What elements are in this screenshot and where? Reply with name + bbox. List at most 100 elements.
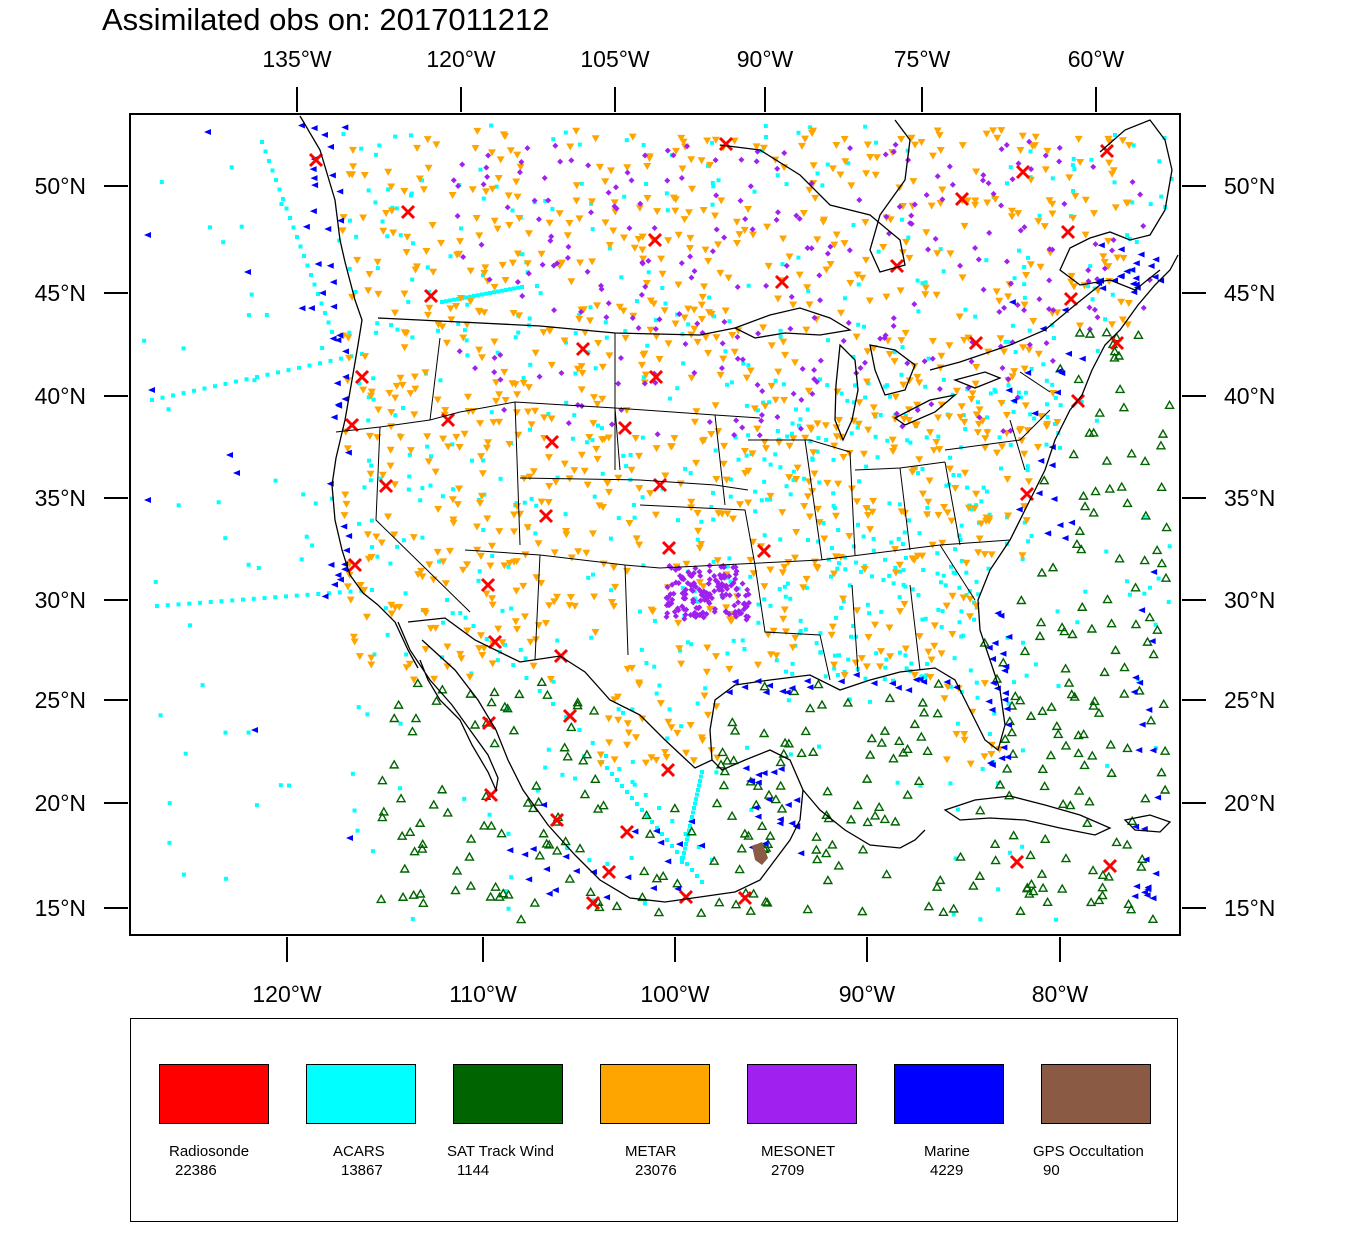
metar-point	[943, 509, 952, 517]
acars-point	[327, 591, 331, 596]
marine-point	[1133, 883, 1141, 890]
metar-point	[429, 268, 438, 276]
acars-point	[353, 289, 358, 294]
metar-point	[498, 639, 507, 647]
sat-wind-point	[534, 850, 546, 860]
metar-point	[1018, 552, 1027, 560]
sat-wind-point	[496, 828, 507, 838]
acars-point	[198, 600, 202, 605]
acars-point	[855, 522, 860, 527]
mesonet-point	[1137, 191, 1144, 198]
acars-point	[851, 223, 856, 228]
acars-point	[407, 474, 412, 479]
metar-point	[736, 501, 745, 509]
acars-point	[953, 547, 958, 552]
acars-point	[790, 671, 795, 676]
marine-point	[761, 840, 769, 847]
acars-point	[670, 844, 674, 848]
sat-wind-point	[1126, 448, 1137, 458]
radiosonde-point	[480, 577, 496, 593]
metar-point	[523, 524, 532, 532]
legend-swatch	[306, 1064, 416, 1124]
acars-point	[604, 335, 609, 340]
metar-point	[869, 497, 878, 505]
metar-point	[789, 301, 798, 309]
mesonet-point	[1000, 428, 1007, 435]
metar-point	[882, 293, 891, 301]
metar-point	[872, 154, 881, 162]
sat-wind-point	[1046, 701, 1057, 711]
marine-point	[788, 685, 796, 692]
mesonet-point	[980, 172, 987, 179]
metar-point	[714, 241, 723, 249]
mesonet-point	[664, 610, 671, 617]
metar-point	[501, 396, 510, 404]
metar-point	[593, 455, 602, 463]
metar-point	[1041, 166, 1050, 174]
metar-point	[885, 624, 894, 632]
marine-point	[631, 828, 639, 835]
metar-point	[456, 650, 465, 658]
acars-point	[698, 779, 702, 783]
metar-point	[1105, 138, 1114, 146]
radiosonde-point	[756, 543, 772, 559]
radiosonde-point	[678, 889, 694, 905]
sat-wind-point	[515, 914, 527, 924]
metar-point	[890, 444, 899, 452]
acars-point	[1025, 468, 1030, 473]
mesonet-point	[671, 608, 678, 615]
acars-point	[452, 297, 456, 302]
mesonet-point	[753, 158, 760, 165]
acars-point	[731, 638, 736, 643]
acars-point	[818, 631, 823, 636]
sat-wind-point	[531, 780, 542, 790]
metar-point	[492, 379, 501, 387]
sat-wind-point	[1059, 626, 1070, 636]
acars-point	[975, 695, 980, 700]
metar-point	[540, 414, 549, 422]
metar-point	[455, 443, 464, 451]
acars-point	[326, 320, 331, 325]
sat-wind-point	[1035, 617, 1047, 627]
marine-point	[336, 332, 344, 339]
sat-wind-point	[1060, 740, 1072, 750]
metar-point	[975, 406, 984, 414]
mesonet-point	[672, 613, 679, 620]
legend-name: SAT Track Wind	[447, 1143, 554, 1160]
acars-point	[444, 299, 448, 304]
metar-point	[454, 485, 463, 493]
legend-swatch	[159, 1064, 269, 1124]
acars-point	[796, 130, 801, 135]
marine-point	[298, 305, 306, 312]
sat-wind-point	[641, 809, 652, 820]
sat-wind-point	[669, 803, 681, 813]
acars-point	[1075, 620, 1080, 625]
observation-points	[142, 122, 1175, 924]
metar-point	[960, 736, 969, 744]
metar-point	[725, 665, 734, 673]
sat-wind-point	[726, 810, 738, 820]
metar-point	[520, 475, 529, 483]
mesonet-point	[696, 568, 703, 575]
marine-point	[991, 640, 999, 647]
acars-point	[230, 598, 235, 603]
metar-point	[1036, 263, 1045, 271]
sat-wind-point	[1088, 700, 1099, 710]
sat-wind-point	[876, 737, 887, 747]
metar-point	[819, 216, 828, 224]
mesonet-point	[732, 575, 739, 582]
metar-point	[638, 233, 647, 241]
metar-point	[896, 608, 905, 616]
acars-point	[839, 605, 844, 610]
metar-point	[425, 304, 434, 312]
acars-point	[644, 660, 649, 665]
metar-point	[580, 467, 589, 475]
metar-point	[545, 482, 554, 490]
mesonet-point	[744, 586, 751, 593]
metar-point	[982, 130, 991, 138]
mesonet-point	[755, 330, 762, 337]
acars-point	[846, 657, 851, 662]
metar-point	[657, 255, 666, 263]
acars-point	[725, 651, 730, 656]
acars-point	[350, 771, 355, 776]
